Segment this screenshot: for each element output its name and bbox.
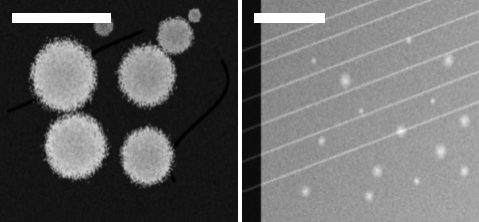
Bar xyxy=(254,13,325,23)
Bar xyxy=(12,13,112,23)
